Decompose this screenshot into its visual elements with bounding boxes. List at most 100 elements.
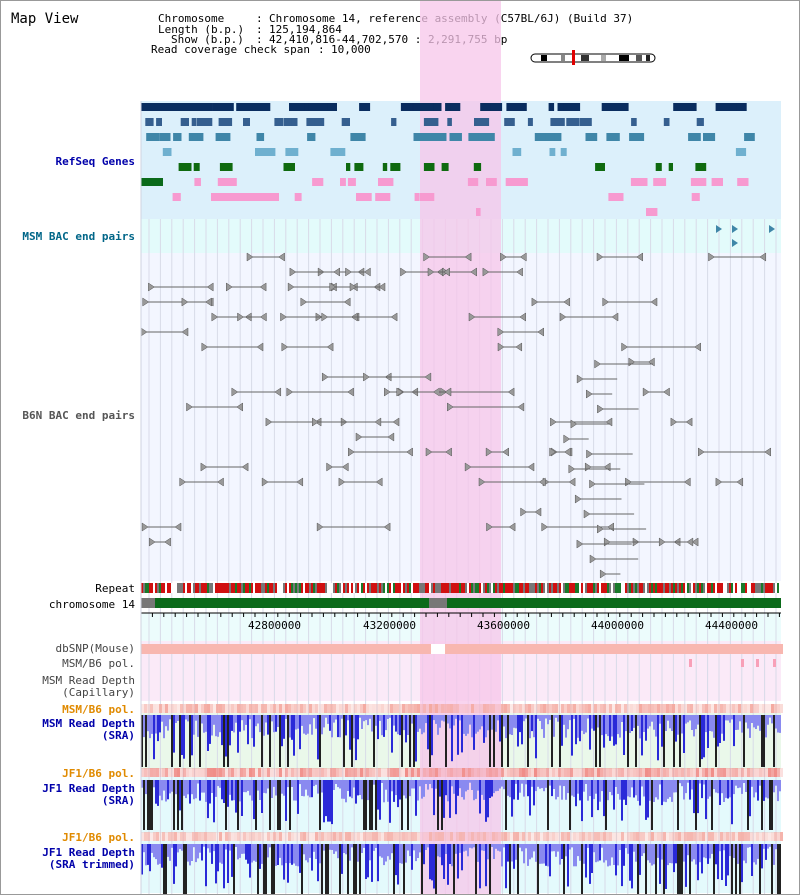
- dbsnp-cell: [201, 644, 204, 654]
- repeat-segment: [511, 583, 513, 593]
- msm-depth-bar: [719, 715, 721, 743]
- dbsnp-cell: [486, 644, 489, 654]
- bac-end-marker: [444, 387, 452, 397]
- jf1-pol-2-cell: [423, 832, 426, 841]
- msm-pol-cell: [597, 704, 600, 713]
- dbsnp-cell: [624, 644, 627, 654]
- jf1-depth-bar: [539, 780, 541, 789]
- jf1-trim-depth-bar: [147, 844, 149, 865]
- dbsnp-cell: [372, 644, 375, 654]
- track-label-msm-b6-pol-2[interactable]: MSM/B6 pol.: [62, 703, 135, 716]
- msm-depth-bar: [299, 715, 301, 750]
- jf1-trim-depth-bar: [521, 844, 523, 852]
- jf1-depth-bar: [769, 780, 771, 830]
- track-label-refseq-genes[interactable]: RefSeq Genes: [55, 155, 135, 168]
- msm-depth-bar: [459, 715, 461, 721]
- repeat-segment: [527, 583, 529, 593]
- jf1-trim-depth-bar: [653, 844, 655, 865]
- repeat-segment: [647, 583, 649, 593]
- track-label-msm-depth-sra[interactable]: MSM Read Depth: [42, 717, 135, 730]
- msm-pol-cell: [174, 704, 177, 713]
- jf1-trim-depth-bar: [393, 844, 395, 894]
- msm-depth-bar: [219, 715, 221, 733]
- track-label-dbsnp[interactable]: dbSNP(Mouse): [55, 642, 135, 655]
- track-label-msm-b6-pol[interactable]: MSM/B6 pol.: [62, 657, 135, 670]
- jf1-trim-depth-bar: [163, 844, 165, 894]
- track-label-msm-depth-capillary[interactable]: MSM Read Depth: [42, 674, 135, 687]
- jf1-trim-depth-bar: [687, 844, 689, 856]
- repeat-segment: [725, 583, 727, 593]
- jf1-trim-depth-bar: [531, 844, 533, 858]
- repeat-segment: [405, 583, 407, 593]
- gene-feature: [141, 103, 193, 111]
- track-label-repeat[interactable]: Repeat: [95, 582, 135, 595]
- jf1-depth-bar: [275, 780, 277, 796]
- jf1-pol-cell: [675, 768, 678, 777]
- jf1-trim-depth-bar: [239, 844, 241, 858]
- dbsnp-cell: [420, 644, 423, 654]
- msm-depth-bar: [725, 715, 727, 721]
- msm-pol-cell: [630, 704, 633, 713]
- msm-depth-bar: [433, 715, 435, 721]
- jf1-depth-bar: [523, 780, 525, 797]
- msm-depth-bar: [239, 715, 241, 732]
- jf1-depth-bar: [363, 780, 365, 830]
- jf1-pol-2-cell: [459, 832, 462, 841]
- jf1-trim-depth-bar: [233, 844, 235, 894]
- dbsnp-cell: [330, 644, 333, 654]
- jf1-pol-cell: [354, 768, 357, 777]
- jf1-pol-cell: [324, 768, 327, 777]
- bac-end-marker: [686, 537, 694, 547]
- bac-end-marker: [563, 297, 570, 307]
- msm-depth-bar: [373, 715, 375, 767]
- msm-pol-cell: [156, 704, 159, 713]
- jf1-depth-bar: [199, 780, 201, 801]
- msm-depth-bar: [691, 715, 693, 730]
- track-label-msm-bac[interactable]: MSM BAC end pairs: [22, 230, 135, 243]
- msm-pol-cell: [558, 704, 561, 713]
- jf1-trim-depth-bar: [583, 844, 585, 864]
- jf1-pol-cell: [312, 768, 315, 777]
- track-label-b6n-bac[interactable]: B6N BAC end pairs: [22, 409, 135, 422]
- gene-feature: [655, 163, 662, 171]
- dbsnp-cell: [465, 644, 468, 654]
- bac-end-marker: [384, 387, 391, 397]
- track-label-jf1-b6-pol[interactable]: JF1/B6 pol.: [62, 767, 135, 780]
- msm-depth-bar: [593, 715, 595, 731]
- gene-feature: [159, 133, 171, 141]
- jf1-trim-depth-bar: [733, 844, 735, 858]
- jf1-pol-cell: [174, 768, 177, 777]
- jf1-trim-depth-bar: [677, 844, 679, 894]
- repeat-segment: [741, 583, 743, 593]
- jf1-depth-bar: [393, 780, 395, 802]
- jf1-depth-bar: [323, 780, 325, 823]
- jf1-depth-bar: [551, 780, 553, 797]
- msm-depth-bar: [489, 715, 491, 767]
- msm-depth-bar: [227, 715, 229, 767]
- jf1-pol-cell: [417, 768, 420, 777]
- msm-depth-bar: [657, 715, 659, 761]
- jf1-trim-depth-bar: [379, 844, 381, 857]
- jf1-trim-depth-bar: [633, 844, 635, 852]
- bac-end-marker: [231, 387, 239, 397]
- jf1-pol-cell: [363, 768, 366, 777]
- jf1-pol-cell: [741, 768, 744, 777]
- bac-end-marker: [716, 225, 722, 233]
- jf1-pol-2-cell: [483, 832, 486, 841]
- jf1-depth-bar: [629, 780, 631, 798]
- jf1-pol-2-cell: [327, 832, 330, 841]
- gene-feature: [196, 118, 213, 126]
- jf1-depth-bar: [475, 780, 477, 799]
- jf1-pol-2-cell: [309, 832, 312, 841]
- jf1-pol-cell: [648, 768, 651, 777]
- jf1-depth-bar: [677, 780, 679, 830]
- jf1-pol-cell: [243, 768, 246, 777]
- jf1-trim-depth-bar: [525, 844, 527, 849]
- bac-end-marker: [181, 297, 189, 307]
- track-label-jf1-depth-trimmed[interactable]: JF1 Read Depth: [42, 846, 135, 859]
- gene-feature: [215, 133, 231, 141]
- track-label-jf1-b6-pol-2[interactable]: JF1/B6 pol.: [62, 831, 135, 844]
- track-label-jf1-depth-sra[interactable]: JF1 Read Depth: [42, 782, 135, 795]
- msm-depth-bar: [683, 715, 685, 753]
